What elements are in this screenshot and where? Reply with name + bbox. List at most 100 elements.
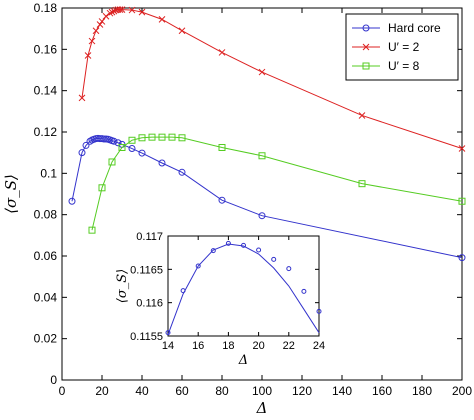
data-point [118,6,126,14]
data-point [128,6,136,14]
data-point [102,12,110,20]
data-point [258,68,266,76]
x-tick-label: 140 [332,384,352,398]
data-point [258,152,266,160]
data-point [178,27,186,35]
y-tick-label: 0.1165 [130,264,163,276]
x-tick-label: 22 [283,340,295,352]
data-point [96,21,104,28]
x-tick-label: 20 [95,384,109,398]
x-tick-label: 200 [452,384,472,398]
data-point [458,197,466,205]
series-line [81,9,463,150]
legend-label: U′ = 8 [388,59,420,73]
y-tick-label: 0.06 [34,249,58,263]
data-point [271,256,277,262]
y-tick-label: 0.02 [34,332,58,346]
data-point [106,9,114,17]
data-point [218,49,226,56]
data-point [210,248,216,254]
data-point [116,6,124,14]
y-tick-label: 0 [50,373,57,387]
data-point [82,141,90,149]
data-point [158,133,166,141]
inset-fit-line [167,243,320,335]
data-point [92,27,100,35]
y-tick-label: 0.117 [136,231,163,243]
data-point [158,16,166,23]
data-point [108,158,116,166]
data-point [148,133,156,141]
inset-y-axis-label: ⟨σ_S⟩ [115,269,130,303]
data-point [98,184,106,192]
x-tick-label: 120 [292,384,312,398]
data-point [88,37,96,45]
data-point [78,94,86,102]
inset-frame [167,235,320,337]
y-tick-label: 0.14 [34,84,58,98]
data-point [225,240,231,246]
data-point [256,247,262,253]
x-tick-label: 16 [192,340,204,352]
data-point [458,145,466,152]
legend-marker [362,62,370,70]
x-tick-label: 20 [252,340,264,352]
data-point [168,133,176,141]
y-axis-label: ⟨σ_S⟩ [2,174,20,214]
data-point [138,149,146,157]
legend-marker [362,43,370,51]
series-line [91,136,463,231]
data-point [128,136,136,144]
series-markers [165,240,322,336]
series-markers [88,133,466,234]
y-tick-label: 0.116 [136,298,163,310]
legend-entry: U′ = 2 [352,40,420,54]
data-point [178,134,186,142]
data-point [84,52,92,59]
x-tick-label: 60 [175,384,189,398]
data-point [286,266,292,272]
data-point [316,308,322,314]
x-tick-label: 160 [372,384,392,398]
x-tick-label: 40 [135,384,149,398]
x-tick-label: 180 [412,384,432,398]
y-tick-label: 0.1 [40,166,57,180]
x-tick-label: 14 [162,340,174,352]
data-point [110,7,118,15]
data-point [138,134,146,142]
legend-label: Hard core [388,21,441,35]
data-point [301,288,307,294]
data-point [138,8,146,16]
data-point [158,159,166,167]
y-tick-label: 0.1155 [130,331,163,343]
data-point [110,137,118,145]
data-point [178,168,186,176]
inset-x-axis-label: Δ [238,353,248,368]
data-point [195,263,201,269]
data-point [78,149,86,157]
data-point [88,226,96,234]
data-point [98,18,106,25]
x-tick-label: 80 [215,384,229,398]
data-point [114,139,122,147]
legend: Hard core U′ = 2 U′ = 8 [345,13,459,81]
data-point [128,145,136,153]
series-markers [78,6,466,152]
legend-label: U′ = 2 [388,40,420,54]
data-point [218,196,226,204]
x-tick-label: 0 [59,384,66,398]
y-tick-label: 0.08 [34,208,58,222]
y-tick-label: 0.04 [34,290,58,304]
data-point [218,144,226,151]
data-point [118,144,126,151]
legend-entry: Hard core [352,21,441,35]
legend-entry: U′ = 8 [352,59,420,73]
y-tick-label: 0.18 [34,1,58,15]
y-tick-label: 0.16 [34,42,58,56]
data-point [358,180,366,188]
series-line [71,137,463,259]
y-tick-label: 0.12 [34,125,58,139]
x-axis-label: Δ [256,399,268,417]
data-point [68,197,76,205]
